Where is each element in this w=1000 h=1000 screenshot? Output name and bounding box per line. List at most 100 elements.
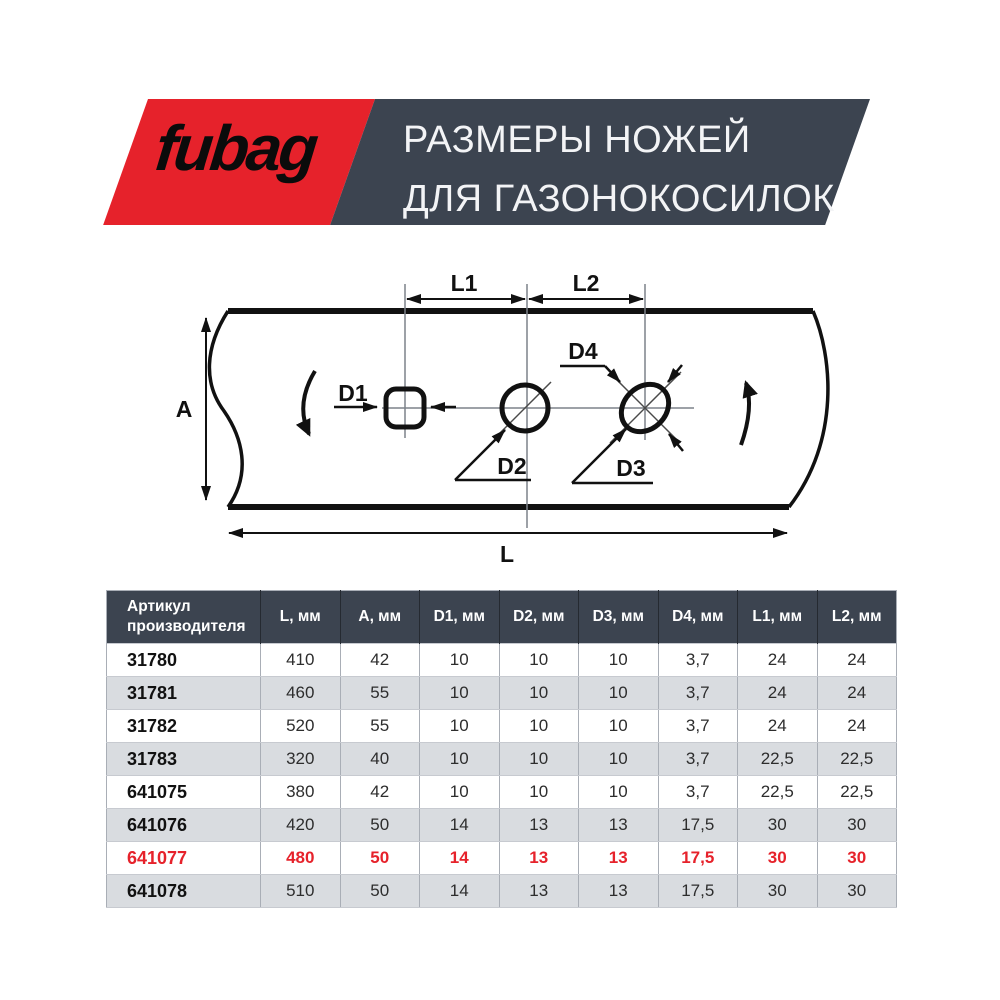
square-hole-d1	[383, 386, 427, 430]
column-header-l: L, мм	[260, 590, 340, 644]
spec-table: Артикул производителя L, мм A, мм D1, мм…	[106, 590, 897, 908]
value-cell: 10	[419, 775, 500, 809]
round-hole-d2	[499, 382, 551, 434]
value-cell: 10	[419, 643, 500, 677]
table-row: 641075 380 42 10 10 10 3,7 22,5 22,5	[106, 775, 897, 809]
value-cell: 22,5	[737, 742, 818, 776]
column-header-a: A, мм	[339, 590, 420, 644]
hole3-diagonal-se	[610, 373, 681, 444]
value-cell: 3,7	[657, 709, 738, 743]
value-cell: 460	[260, 676, 341, 710]
page-title-line1: РАЗМЕРЫ НОЖЕЙ	[403, 119, 751, 161]
value-cell: 10	[498, 676, 579, 710]
value-cell: 24	[816, 676, 897, 710]
article-cell: 641077	[106, 841, 261, 875]
column-header-l1: L1, мм	[737, 590, 817, 644]
value-cell: 22,5	[816, 742, 897, 776]
value-cell: 24	[816, 709, 897, 743]
header-row: Артикул производителя L, мм A, мм D1, мм…	[106, 590, 897, 644]
value-cell: 13	[578, 808, 659, 842]
value-cell: 10	[419, 709, 500, 743]
value-cell: 24	[737, 676, 818, 710]
value-cell: 14	[419, 808, 500, 842]
value-cell: 10	[419, 676, 500, 710]
value-cell: 30	[737, 808, 818, 842]
column-header-article: Артикул производителя	[106, 590, 261, 644]
article-cell: 31780	[106, 643, 261, 677]
value-cell: 510	[260, 874, 341, 908]
blade-right-break-edge	[787, 310, 830, 509]
value-cell: 3,7	[657, 742, 738, 776]
column-header-d1: D1, мм	[419, 590, 499, 644]
article-cell: 31782	[106, 709, 261, 743]
value-cell: 520	[260, 709, 341, 743]
spec-table-body: 31780 410 42 10 10 10 3,7 24 24 31781 460 55 10 10 10 3…	[106, 643, 897, 908]
table-row: 31780 410 42 10 10 10 3,7 24 24	[106, 643, 897, 677]
article-cell: 641076	[106, 808, 261, 842]
table-row: 31782 520 55 10 10 10 3,7 24 24	[106, 709, 897, 743]
value-cell: 10	[578, 742, 659, 776]
value-cell: 40	[339, 742, 420, 776]
blade-outline	[207, 308, 830, 510]
value-cell: 42	[339, 643, 420, 677]
blade-left-break-edge	[207, 310, 244, 509]
value-cell: 22,5	[737, 775, 818, 809]
label-l: L	[500, 541, 514, 567]
value-cell: 10	[498, 775, 579, 809]
value-cell: 3,7	[657, 643, 738, 677]
value-cell: 320	[260, 742, 341, 776]
spec-table-header: Артикул производителя L, мм A, мм D1, мм…	[106, 590, 897, 644]
value-cell: 420	[260, 808, 341, 842]
d2-leader-arrow	[454, 429, 506, 481]
value-cell: 13	[498, 841, 579, 875]
oval-hole-d3-d4	[618, 381, 672, 435]
d4-leader-arrow	[604, 365, 621, 383]
value-cell: 10	[578, 709, 659, 743]
article-cell: 31781	[106, 676, 261, 710]
value-cell: 380	[260, 775, 341, 809]
value-cell: 50	[339, 841, 420, 875]
label-d4: D4	[568, 338, 598, 364]
table-row: 31781 460 55 10 10 10 3,7 24 24	[106, 676, 897, 710]
column-header-l2: L2, мм	[816, 590, 897, 644]
value-cell: 410	[260, 643, 341, 677]
value-cell: 10	[578, 676, 659, 710]
label-l2: L2	[573, 270, 600, 296]
value-cell: 17,5	[657, 808, 738, 842]
value-cell: 22,5	[816, 775, 897, 809]
column-header-d4: D4, мм	[657, 590, 738, 644]
d3-leader-arrow	[571, 428, 627, 484]
page-title: РАЗМЕРЫ НОЖЕЙ ДЛЯ ГАЗОНОКОСИЛОК	[403, 111, 835, 229]
value-cell: 13	[498, 874, 579, 908]
article-cell: 641075	[106, 775, 261, 809]
value-cell: 30	[816, 841, 897, 875]
value-cell: 24	[816, 643, 897, 677]
value-cell: 42	[339, 775, 420, 809]
value-cell: 30	[816, 874, 897, 908]
value-cell: 50	[339, 808, 420, 842]
d4-arrow-ne	[667, 364, 683, 383]
value-cell: 17,5	[657, 841, 738, 875]
value-cell: 3,7	[657, 775, 738, 809]
label-l1: L1	[451, 270, 478, 296]
table-row: 31783 320 40 10 10 10 3,7 22,5 22,5	[106, 742, 897, 776]
table-row: 641077 480 50 14 13 13 17,5 30 30	[106, 841, 897, 875]
value-cell: 10	[498, 742, 579, 776]
value-cell: 50	[339, 874, 420, 908]
d4-arrow-se	[668, 433, 684, 452]
label-d3: D3	[616, 455, 645, 481]
value-cell: 10	[419, 742, 500, 776]
value-cell: 55	[339, 676, 420, 710]
value-cell: 24	[737, 709, 818, 743]
column-header-d3: D3, мм	[578, 590, 658, 644]
value-cell: 13	[578, 841, 659, 875]
value-cell: 55	[339, 709, 420, 743]
value-cell: 24	[737, 643, 818, 677]
value-cell: 10	[498, 643, 579, 677]
value-cell: 17,5	[657, 874, 738, 908]
column-header-d2: D2, мм	[498, 590, 579, 644]
value-cell: 14	[419, 841, 500, 875]
value-cell: 10	[578, 643, 659, 677]
